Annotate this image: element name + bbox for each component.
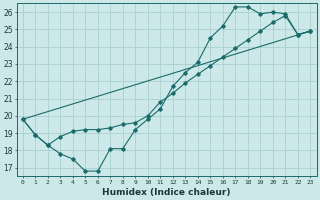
X-axis label: Humidex (Indice chaleur): Humidex (Indice chaleur)	[102, 188, 231, 197]
